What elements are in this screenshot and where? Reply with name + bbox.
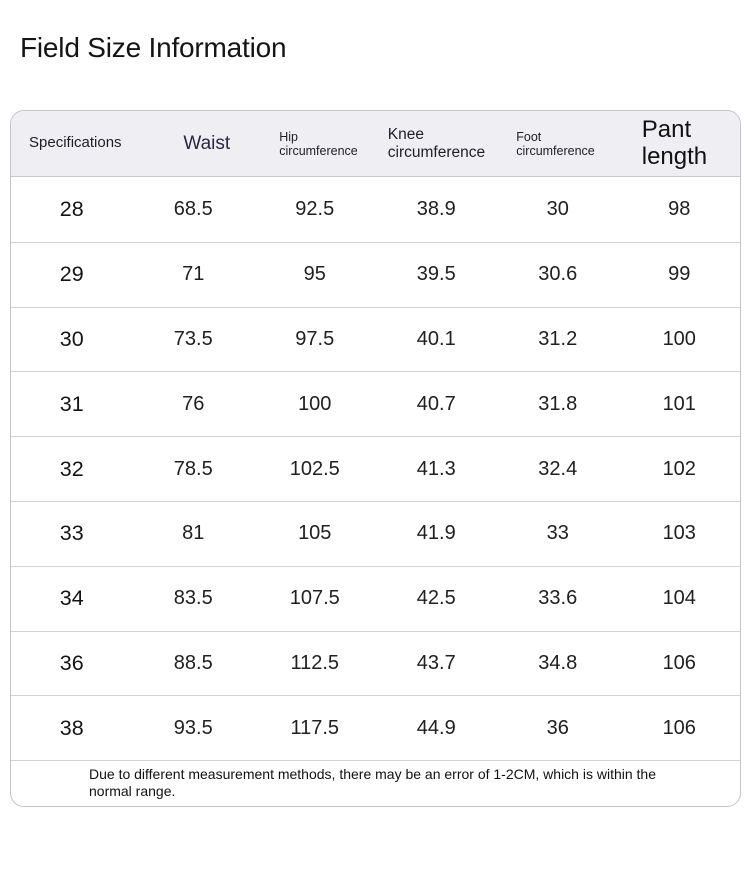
measurement-cell: 71 — [182, 263, 205, 286]
measurement-cell: 97.5 — [295, 327, 335, 350]
measurement-cell: 104 — [662, 587, 696, 610]
measurement-cell: 73.5 — [173, 327, 213, 350]
measurement-cell: 38.9 — [416, 197, 456, 220]
column-header-pant-length: Pant length — [622, 116, 741, 170]
table-row: 34 83.5 107.5 42.5 33.6 104 — [11, 565, 740, 631]
table-row: 29 71 95 39.5 30.6 99 — [11, 241, 740, 307]
measurement-cell: 106 — [662, 716, 696, 739]
measurement-cell: 99 — [668, 263, 691, 286]
measurement-cell: 68.5 — [173, 197, 213, 220]
column-header-label: Waist — [183, 132, 231, 154]
measurement-cell: 30 — [546, 197, 569, 220]
measurement-cell: 81 — [182, 522, 205, 545]
measurement-cell: 41.9 — [416, 522, 456, 545]
size-cell: 38 — [59, 715, 84, 740]
measurement-cell: 100 — [298, 392, 332, 415]
measurement-cell: 33 — [546, 522, 569, 545]
measurement-cell: 102.5 — [289, 457, 340, 480]
measurement-cell: 41.3 — [416, 457, 456, 480]
measurement-cell: 103 — [662, 522, 696, 545]
table-row: 30 73.5 97.5 40.1 31.2 100 — [11, 306, 740, 372]
measurement-cell: 93.5 — [173, 716, 213, 739]
table-row: 31 76 100 40.7 31.8 101 — [11, 371, 740, 436]
size-cell: 29 — [59, 262, 84, 287]
measurement-cell: 43.7 — [416, 651, 456, 674]
table-header-row: Specifications Waist Hip circumference K… — [11, 111, 740, 177]
size-cell: 31 — [59, 391, 84, 416]
measurement-disclaimer: Due to different measurement methods, th… — [89, 766, 657, 800]
size-cell: 34 — [59, 586, 84, 611]
column-header-waist: Waist — [148, 133, 267, 154]
measurement-cell: 100 — [662, 327, 696, 350]
column-header-label: Pant length — [641, 116, 708, 170]
measurement-cell: 31.2 — [538, 327, 578, 350]
measurement-cell: 32.4 — [538, 457, 578, 480]
table-row: 36 88.5 112.5 43.7 34.8 106 — [11, 630, 740, 696]
measurement-cell: 39.5 — [416, 263, 456, 286]
column-header-label: Foot circumference — [516, 129, 595, 158]
measurement-cell: 40.1 — [416, 327, 456, 350]
measurement-cell: 102 — [662, 457, 696, 480]
column-header-label: Hip circumference — [279, 129, 358, 158]
column-header-foot-circumference: Foot circumference — [503, 130, 622, 158]
column-header-knee-circumference: Knee circumference — [385, 126, 504, 161]
measurement-cell: 112.5 — [290, 651, 340, 674]
table-body: 28 68.5 92.5 38.9 30 98 29 71 95 39.5 30.6 99 30 73.5… — [11, 177, 740, 760]
measurement-cell: 83.5 — [173, 587, 213, 610]
measurement-cell: 88.5 — [173, 651, 213, 674]
measurement-cell: 117.5 — [290, 716, 340, 739]
size-table: Specifications Waist Hip circumference K… — [10, 110, 741, 808]
table-note: Due to different measurement methods, th… — [11, 760, 740, 806]
column-header-label: Knee circumference — [387, 126, 486, 161]
column-header-label: Specifications — [29, 134, 122, 152]
measurement-cell: 30.6 — [538, 263, 578, 286]
measurement-cell: 98 — [668, 197, 691, 220]
table-row: 28 68.5 92.5 38.9 30 98 — [11, 177, 740, 242]
page-title: Field Size Information — [20, 32, 287, 63]
size-cell: 36 — [59, 650, 84, 675]
table-row: 32 78.5 102.5 41.3 32.4 102 — [11, 436, 740, 501]
column-header-specifications: Specifications — [11, 134, 148, 152]
measurement-cell: 42.5 — [416, 587, 456, 610]
measurement-cell: 101 — [662, 392, 696, 415]
measurement-cell: 31.8 — [538, 392, 578, 415]
measurement-cell: 105 — [298, 522, 332, 545]
measurement-cell: 76 — [182, 392, 205, 415]
column-header-hip-circumference: Hip circumference — [266, 130, 385, 158]
size-cell: 28 — [59, 196, 84, 221]
table-row: 33 81 105 41.9 33 103 — [11, 500, 740, 566]
measurement-cell: 40.7 — [416, 392, 456, 415]
table-row: 38 93.5 117.5 44.9 36 106 — [11, 695, 740, 760]
measurement-cell: 34.8 — [538, 651, 578, 674]
measurement-cell: 92.5 — [295, 197, 335, 220]
measurement-cell: 33.6 — [538, 587, 578, 610]
measurement-cell: 95 — [303, 263, 326, 286]
measurement-cell: 78.5 — [173, 457, 213, 480]
size-cell: 33 — [59, 521, 84, 546]
measurement-cell: 44.9 — [416, 716, 456, 739]
measurement-cell: 106 — [662, 651, 696, 674]
size-cell: 32 — [59, 456, 84, 481]
measurement-cell: 107.5 — [289, 587, 340, 610]
measurement-cell: 36 — [546, 716, 569, 739]
size-cell: 30 — [59, 326, 84, 351]
